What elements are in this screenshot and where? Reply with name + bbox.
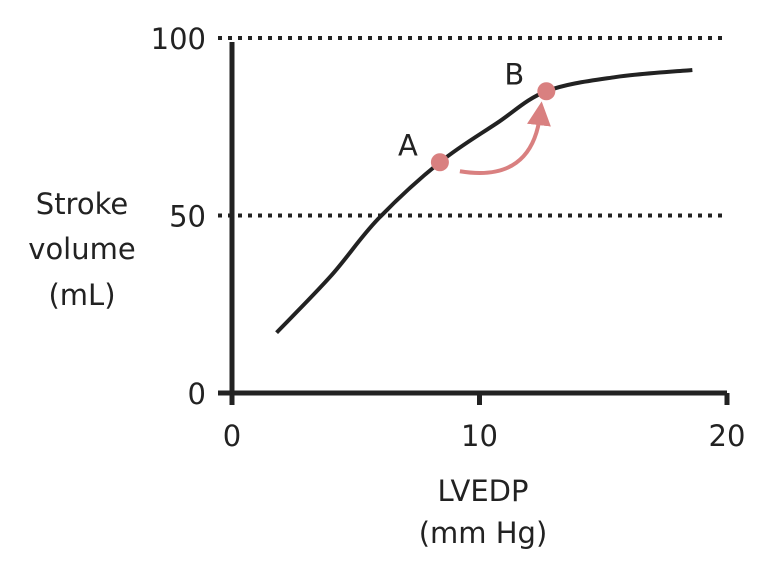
y-tick-label: 0 <box>188 377 206 411</box>
point-label-A: A <box>398 128 418 162</box>
x-tick-label: 10 <box>461 419 498 453</box>
x-label-line2: (mm Hg) <box>419 516 548 550</box>
y-label-line2: volume <box>28 232 135 266</box>
series-curve <box>275 67 693 335</box>
point-label-B: B <box>504 57 524 91</box>
shift-arrow <box>459 101 551 175</box>
x-tick-label: 20 <box>709 419 746 453</box>
y-tick-label: 50 <box>169 200 206 234</box>
point-A <box>430 153 449 172</box>
y-label-line3: (mL) <box>48 278 115 312</box>
x-tick-label: 0 <box>223 419 241 453</box>
x-label-line1: LVEDP <box>438 474 529 508</box>
y-tick-label: 100 <box>151 22 206 56</box>
point-B <box>537 82 556 101</box>
y-label-line1: Stroke <box>36 187 128 221</box>
